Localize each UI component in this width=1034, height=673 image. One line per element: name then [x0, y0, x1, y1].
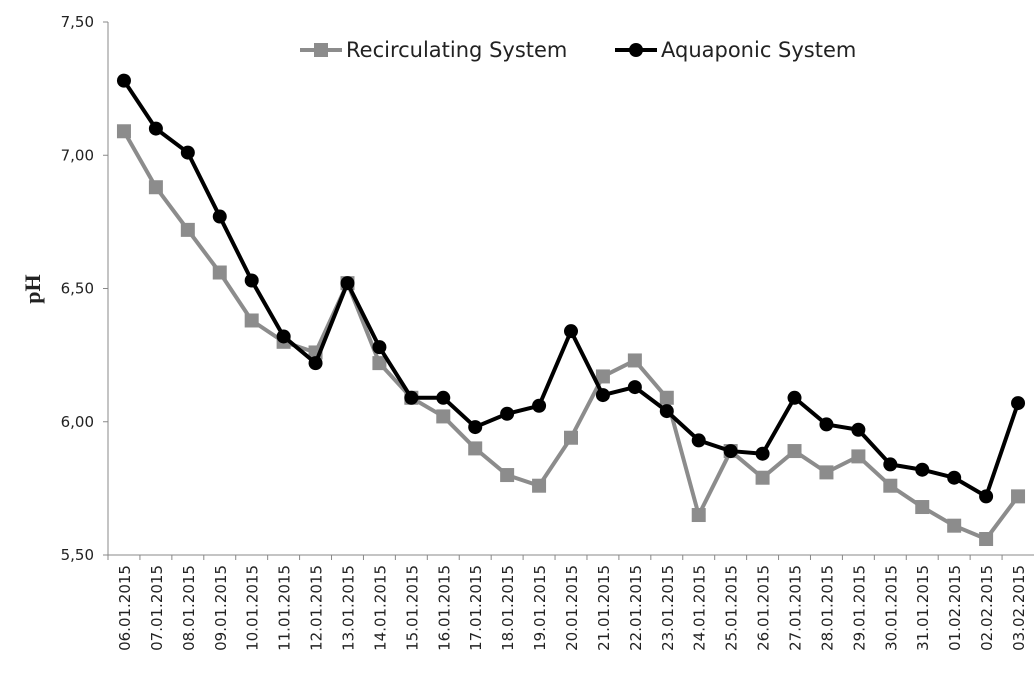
data-point — [595, 388, 610, 403]
y-tick-label: 6,00 — [61, 413, 94, 431]
x-tick-label: 08.01.2015 — [180, 565, 198, 651]
data-point — [436, 409, 451, 424]
x-tick-label: 07.01.2015 — [148, 565, 166, 651]
x-tick-label: 12.01.2015 — [308, 565, 326, 651]
data-point — [1011, 489, 1026, 504]
legend-label: Recirculating System — [346, 38, 567, 62]
x-tick-label: 10.01.2015 — [244, 565, 262, 651]
x-tick-label: 02.02.2015 — [978, 565, 996, 651]
data-point — [404, 390, 419, 405]
data-point — [691, 433, 706, 448]
x-tick-label: 19.01.2015 — [531, 565, 549, 651]
x-tick-label: 31.01.2015 — [914, 565, 932, 651]
data-point — [787, 444, 802, 459]
y-tick-label: 6,50 — [61, 280, 94, 298]
data-point — [372, 356, 387, 371]
data-point — [116, 73, 131, 88]
data-point — [1011, 396, 1026, 411]
data-point — [244, 273, 259, 288]
data-point — [787, 390, 802, 405]
data-point — [500, 468, 515, 483]
data-point — [276, 329, 291, 344]
data-point — [883, 457, 898, 472]
data-point — [979, 489, 994, 504]
data-point — [723, 444, 738, 459]
data-point — [532, 398, 547, 413]
y-axis-label: pH — [20, 274, 45, 303]
x-tick-label: 06.01.2015 — [116, 565, 134, 651]
data-point — [851, 422, 866, 437]
data-point — [532, 478, 547, 493]
x-tick-label: 25.01.2015 — [723, 565, 741, 651]
data-point — [851, 449, 866, 464]
data-point — [148, 180, 163, 195]
x-tick-label: 18.01.2015 — [499, 565, 517, 651]
data-point — [244, 313, 259, 328]
x-tick-label: 27.01.2015 — [787, 565, 805, 651]
x-tick-label: 11.01.2015 — [276, 565, 294, 651]
data-point — [308, 356, 323, 371]
data-point — [180, 145, 195, 160]
data-point — [564, 324, 578, 339]
legend-marker — [314, 43, 328, 57]
x-tick-label: 17.01.2015 — [467, 565, 485, 651]
x-tick-label: 15.01.2015 — [403, 565, 421, 651]
data-point — [116, 124, 131, 139]
y-tick-label: 7,00 — [61, 146, 94, 164]
x-tick-label: 03.02.2015 — [1010, 565, 1028, 651]
data-point — [500, 406, 515, 421]
x-tick-label: 24.01.2015 — [691, 565, 709, 651]
x-tick-label: 23.01.2015 — [659, 565, 677, 651]
x-tick-label: 26.01.2015 — [755, 565, 773, 651]
data-point — [436, 390, 451, 405]
legend-label: Aquaponic System — [661, 38, 856, 62]
y-tick-label: 5,50 — [61, 546, 94, 564]
x-tick-label: 01.02.2015 — [946, 565, 964, 651]
data-point — [819, 417, 834, 432]
x-tick-label: 28.01.2015 — [818, 565, 836, 651]
x-tick-label: 14.01.2015 — [371, 565, 389, 651]
legend-marker — [629, 43, 643, 57]
data-point — [755, 470, 770, 485]
data-point — [947, 470, 962, 485]
data-point — [468, 420, 483, 435]
data-point — [819, 465, 834, 480]
x-tick-label: 30.01.2015 — [882, 565, 900, 651]
data-point — [468, 441, 483, 456]
data-point — [372, 340, 387, 355]
x-tick-label: 20.01.2015 — [563, 565, 581, 651]
data-point — [979, 532, 994, 547]
data-point — [755, 446, 770, 461]
x-tick-label: 16.01.2015 — [435, 565, 453, 651]
data-point — [659, 404, 674, 419]
data-point — [915, 462, 930, 477]
x-tick-label: 13.01.2015 — [339, 565, 357, 651]
data-point — [947, 518, 962, 533]
x-tick-label: 21.01.2015 — [595, 565, 613, 651]
data-point — [564, 430, 578, 445]
y-tick-label: 7,50 — [61, 13, 94, 31]
data-point — [595, 369, 610, 384]
data-point — [883, 478, 898, 493]
data-point — [659, 390, 674, 405]
data-point — [180, 222, 195, 237]
data-point — [691, 508, 706, 523]
data-point — [915, 500, 930, 515]
data-point — [627, 353, 642, 368]
x-tick-label: 22.01.2015 — [627, 565, 645, 651]
data-point — [627, 380, 642, 395]
data-point — [148, 121, 163, 136]
data-point — [212, 209, 227, 224]
data-point — [340, 276, 355, 291]
data-point — [212, 265, 227, 280]
x-tick-label: 29.01.2015 — [850, 565, 868, 651]
x-tick-label: 09.01.2015 — [212, 565, 230, 651]
